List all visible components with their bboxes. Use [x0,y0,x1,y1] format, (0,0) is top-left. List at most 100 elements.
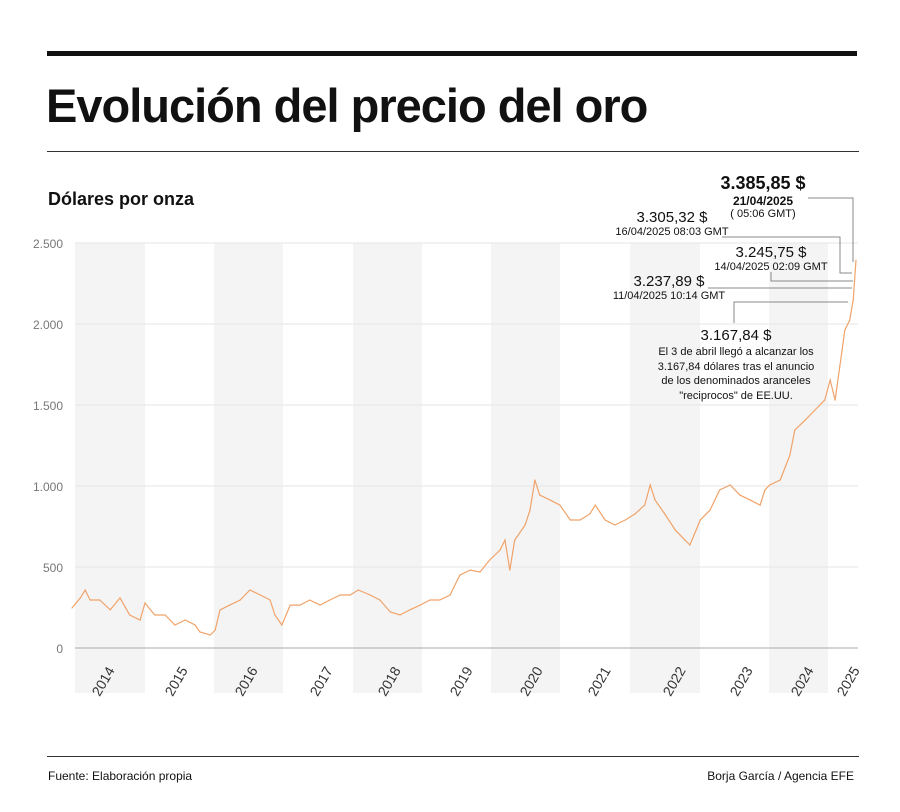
annotation-text: "reciprocos" de EE.UU. [679,389,793,402]
x-tick-label: 2019 [446,664,476,699]
data-point [79,597,81,599]
annotation-time: ( 05:06 GMT) [730,208,796,220]
data-point [559,504,561,506]
data-point [219,609,221,611]
data-point [829,379,831,381]
data-point [849,319,851,321]
data-point [804,419,806,421]
data-point [719,489,721,491]
data-point [309,599,311,601]
data-point [84,589,86,591]
x-tick-label: 2021 [584,664,614,699]
data-point [469,569,471,571]
y-tick-label: 2.000 [33,318,63,332]
data-point [779,479,781,481]
data-point [199,631,201,633]
x-tick-label: 2023 [726,664,756,699]
data-point [71,607,73,609]
annotation-value: 3.167,84 $ [700,327,772,344]
data-point [89,599,91,601]
data-point [184,619,186,621]
annotation-text: 3.167,84 dólares tras el anuncio [657,360,815,373]
data-point [534,479,536,481]
data-point [209,634,211,636]
data-point [674,529,676,531]
data-point [269,599,271,601]
data-point [839,364,841,366]
data-point [389,611,391,613]
annotation-value: 3.385,85 $ [720,173,806,193]
data-point [614,524,616,526]
data-point [139,619,141,621]
data-point [594,504,596,506]
source-note: Fuente: Elaboración propia [48,769,193,783]
annotation-date: 16/04/2025 08:03 GMT [615,226,729,238]
data-point [299,604,301,606]
data-point [644,504,646,506]
data-point [154,614,156,616]
data-point [529,509,531,511]
data-point [689,544,691,546]
y-tick-label: 1.000 [33,480,63,494]
annotation-value: 3.305,32 $ [636,209,708,226]
data-point [789,454,791,456]
data-point [489,559,491,561]
data-point [739,494,741,496]
year-band [75,243,145,693]
annotation-date: 11/04/2025 10:14 GMT [612,290,726,302]
data-point [281,624,283,626]
data-point [824,399,826,401]
data-point [174,624,176,626]
data-point [539,494,541,496]
data-point [589,513,591,515]
data-point [844,329,846,331]
annotation-16-april: 3.305,32 $ 16/04/2025 08:03 GMT [615,209,728,238]
annotation-latest: 3.385,85 $ 21/04/2025 ( 05:06 GMT) [720,173,805,220]
data-point [409,609,411,611]
leader-line-a3 [770,272,853,282]
data-point [549,499,551,501]
data-point [852,299,854,301]
data-point [439,599,441,601]
year-band [491,243,560,693]
data-point [634,513,636,515]
data-point [834,399,836,401]
annotation-date: 21/04/2025 [732,194,794,208]
data-point [274,614,276,616]
annotation-value: 3.237,89 $ [633,273,705,290]
year-band [214,243,283,693]
data-point [654,499,656,501]
data-point [794,429,796,431]
annotation-text: de los denominados aranceles [661,375,811,387]
y-tick-label: 0 [56,642,63,656]
data-point [499,549,501,551]
data-point [604,519,606,521]
annotation-text: El 3 de abril llegó a alcanzar los [658,346,814,358]
data-point [144,602,146,604]
data-point [119,597,121,599]
footer-divider [47,756,859,757]
y-tick-label: 1.500 [33,399,63,413]
page-title: Evolución del precio del oro [46,79,648,132]
divider [47,151,859,152]
annotation-value: 3.245,75 $ [735,244,807,261]
data-point [449,594,451,596]
data-point [569,519,571,521]
data-point [129,614,131,616]
leader-line-a5 [733,301,848,323]
year-band [630,243,700,693]
credit-note: Borja García / Agencia EFE [707,769,854,783]
top-bar [47,51,857,56]
data-point [479,571,481,573]
data-point [194,624,196,626]
leader-line-a1 [808,197,854,262]
data-point [579,519,581,521]
data-point [709,509,711,511]
data-point [164,614,166,616]
data-point [109,609,111,611]
data-point [229,604,231,606]
data-point [855,259,857,261]
data-point [459,574,461,576]
